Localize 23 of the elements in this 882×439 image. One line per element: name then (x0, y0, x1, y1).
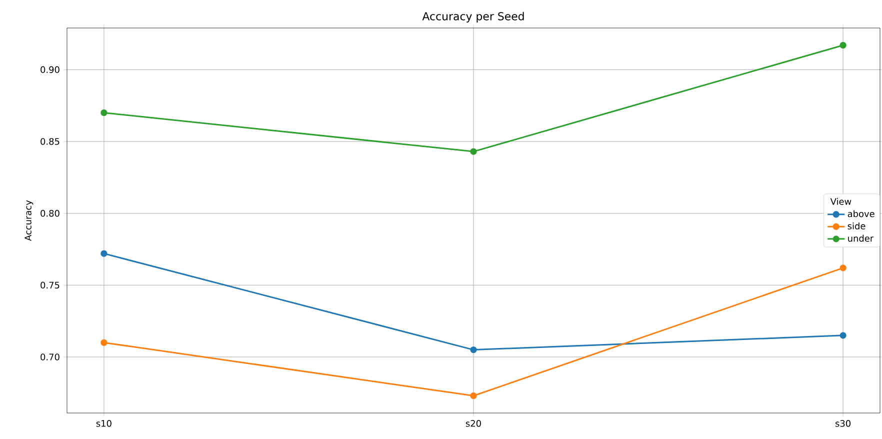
point (470, 148, 477, 155)
point (470, 346, 477, 354)
y-tick-label: 0.90 (40, 66, 60, 74)
x-tick-label: s30 (835, 420, 850, 427)
y-axis-title: Accuracy (24, 200, 34, 241)
point (100, 250, 108, 257)
point (100, 339, 108, 346)
y-tick-label: 0.75 (40, 282, 60, 289)
point (840, 332, 846, 339)
point (840, 42, 846, 49)
y-tick-label: 0.70 (40, 354, 60, 360)
y-tick-label: 0.85 (40, 138, 60, 145)
y-tick-label: 0.80 (40, 210, 60, 217)
point (840, 264, 846, 272)
point (470, 392, 477, 400)
chart-title: Accuracy per Seed (422, 12, 524, 22)
legend-label: under (848, 234, 874, 242)
x-tick-label: s20 (466, 420, 481, 427)
legend-title: View (830, 198, 852, 205)
point (100, 109, 108, 116)
x-tick-label: s10 (96, 420, 112, 427)
legend-label: side (848, 222, 866, 230)
legend-label: above (848, 210, 874, 218)
